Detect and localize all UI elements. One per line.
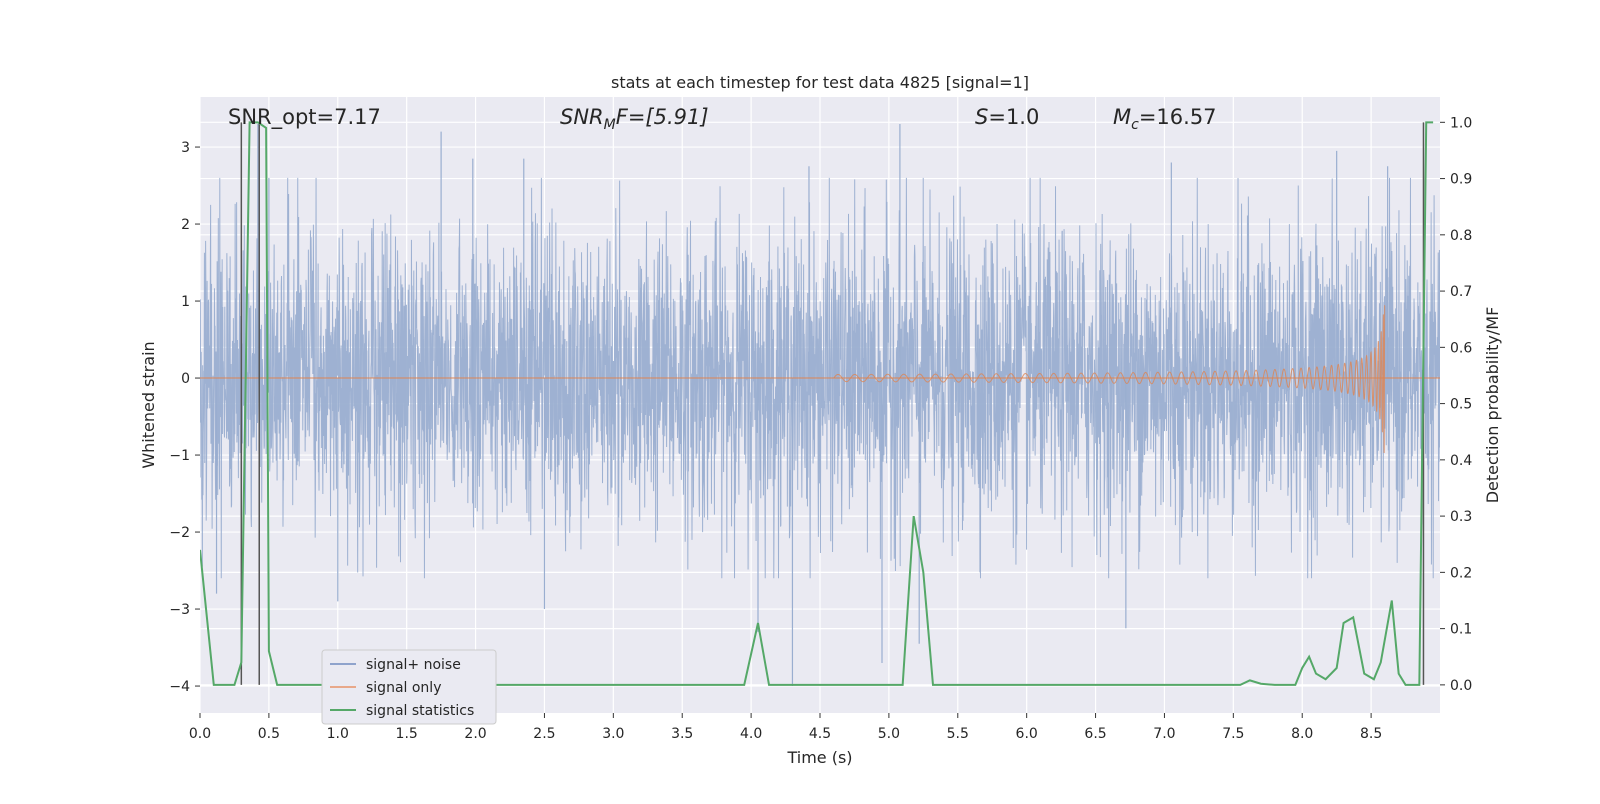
annotation-snr-mf: SNRMF=[5.91] xyxy=(560,105,709,133)
x-tick-label: 8.0 xyxy=(1291,726,1313,742)
x-tick-label: 4.0 xyxy=(740,726,762,742)
annotation-snr-opt: SNR_opt=7.17 xyxy=(228,105,381,130)
y-tick-label-right: 0.5 xyxy=(1450,397,1472,413)
legend-label-signal-only: signal only xyxy=(366,680,441,696)
x-tick-label: 0.5 xyxy=(258,726,280,742)
plot-area xyxy=(200,121,1440,687)
x-tick-label: 8.5 xyxy=(1360,726,1382,742)
x-tick-label: 7.0 xyxy=(1153,726,1175,742)
x-tick-label: 1.5 xyxy=(396,726,418,742)
x-tick-label: 2.5 xyxy=(533,726,555,742)
annotation-s-rest: =1.0 xyxy=(988,105,1039,129)
legend: signal+ noise signal only signal statist… xyxy=(321,649,497,725)
annotation-snr-mf-sub: M xyxy=(604,117,616,133)
legend-label-signal-noise: signal+ noise xyxy=(366,657,461,673)
x-tick-label: 1.0 xyxy=(327,726,349,742)
y-tick-label-right: 0.1 xyxy=(1450,622,1472,638)
noise-spikes xyxy=(215,123,1389,687)
y-tick-label-right: 0.2 xyxy=(1450,565,1472,581)
x-tick-label: 4.5 xyxy=(809,726,831,742)
annotation-mc-rest: =16.57 xyxy=(1139,105,1217,129)
annotation-s: S=1.0 xyxy=(975,105,1039,129)
y-tick-label: −4 xyxy=(169,679,190,695)
legend-box xyxy=(321,649,497,725)
x-tick-label: 6.5 xyxy=(1084,726,1106,742)
y-tick-label: −3 xyxy=(169,602,190,618)
annotation-s-var: S xyxy=(975,105,988,129)
x-tick-label: 2.0 xyxy=(464,726,486,742)
y-tick-label-right: 0.8 xyxy=(1450,228,1472,244)
y-tick-label-right: 1.0 xyxy=(1450,115,1472,131)
x-axis-label: Time (s) xyxy=(786,748,852,767)
y-tick-label-right: 0.7 xyxy=(1450,284,1472,300)
x-tick-label: 5.5 xyxy=(947,726,969,742)
y-tick-label: 2 xyxy=(181,217,190,233)
y-tick-label-right: 0.4 xyxy=(1450,453,1472,469)
x-tick-label: 5.0 xyxy=(878,726,900,742)
x-tick-label: 6.0 xyxy=(1016,726,1038,742)
annotation-mc-base: M xyxy=(1113,105,1131,129)
y-tick-label: 0 xyxy=(181,371,190,387)
series-signal-only xyxy=(833,305,1386,454)
chart-title: stats at each timestep for test data 482… xyxy=(611,73,1029,92)
annotation-snr-mf-base: SNR xyxy=(560,105,604,129)
ticks: 0.0 0.5 1.0 1.5 2.0 2.5 3.0 3.5 4.0 4.5 5.0 5.5 6.0 6… xyxy=(169,115,1472,742)
y-tick-label-right: 0.9 xyxy=(1450,172,1472,188)
series-signal-statistics xyxy=(200,121,1434,686)
series-signal-noise xyxy=(200,177,1440,579)
x-tick-label: 7.5 xyxy=(1222,726,1244,742)
y-tick-label: −2 xyxy=(169,525,190,541)
x-tick-label: 0.0 xyxy=(189,726,211,742)
y-tick-label: −1 xyxy=(169,448,190,464)
y-tick-label-right: 0.0 xyxy=(1450,678,1472,694)
annotation-mc: Mc=16.57 xyxy=(1113,105,1217,133)
x-tick-label: 3.5 xyxy=(671,726,693,742)
y-axis-label-right: Detection probability/MF xyxy=(1483,307,1502,504)
annotation-snr-mf-rest: F=[5.91] xyxy=(616,105,709,129)
y-axis-label: Whitened strain xyxy=(139,341,158,468)
y-tick-label: 1 xyxy=(181,294,190,310)
annotation-mc-sub: c xyxy=(1131,117,1139,133)
x-tick-label: 3.0 xyxy=(602,726,624,742)
y-tick-label-right: 0.6 xyxy=(1450,340,1472,356)
legend-label-signal-statistics: signal statistics xyxy=(366,703,474,719)
y-tick-label-right: 0.3 xyxy=(1450,509,1472,525)
y-tick-label: 3 xyxy=(181,140,190,156)
